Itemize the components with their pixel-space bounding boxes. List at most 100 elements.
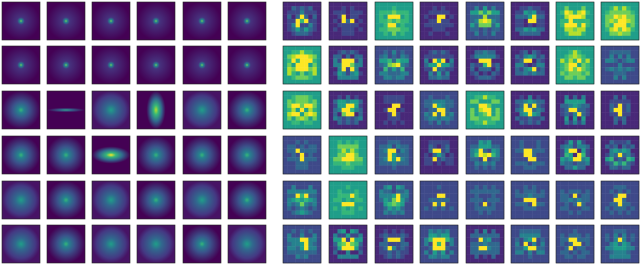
pixel <box>511 59 515 63</box>
pixel <box>379 259 383 263</box>
pixel <box>379 206 383 210</box>
pixel <box>420 206 424 210</box>
pixel <box>622 116 626 120</box>
pixel <box>424 198 428 202</box>
pixel <box>400 157 404 161</box>
pixel <box>483 54 487 58</box>
tile <box>283 136 321 174</box>
pixel <box>586 250 590 254</box>
pixel <box>622 149 626 153</box>
pixel <box>317 149 321 153</box>
pixel <box>556 215 560 219</box>
pixel <box>524 125 528 129</box>
pixel <box>409 238 413 242</box>
pixel <box>500 225 504 229</box>
pixel <box>536 32 540 36</box>
pixel <box>519 259 523 263</box>
pixel <box>541 36 545 40</box>
pixel <box>626 125 630 129</box>
pixel <box>308 46 312 50</box>
pixel <box>383 23 387 27</box>
pixel <box>375 181 379 185</box>
pixel <box>556 104 560 108</box>
pixel <box>445 112 449 116</box>
pixel <box>622 76 626 80</box>
pixel <box>375 67 379 71</box>
pixel <box>519 59 523 63</box>
pixel <box>483 242 487 246</box>
pixel <box>441 211 445 215</box>
pixel <box>560 136 564 140</box>
pixel <box>577 233 581 237</box>
pixel <box>487 32 491 36</box>
pixel <box>491 242 495 246</box>
pixel <box>433 46 437 50</box>
pixel <box>405 104 409 108</box>
pixel <box>383 63 387 67</box>
pixel <box>342 10 346 14</box>
pixel <box>511 229 515 233</box>
pixel <box>609 225 613 229</box>
pixel <box>337 36 341 40</box>
tile-blob <box>92 2 130 40</box>
pixel <box>536 157 540 161</box>
pixel <box>388 46 392 50</box>
pixel <box>577 161 581 165</box>
pixel <box>313 6 317 10</box>
pixel <box>375 50 379 54</box>
pixel <box>296 233 300 237</box>
pixel <box>296 211 300 215</box>
pixel <box>337 233 341 237</box>
pixel <box>304 32 308 36</box>
pixel <box>304 54 308 58</box>
pixel <box>631 54 635 58</box>
pixel <box>409 19 413 23</box>
pixel <box>283 161 287 165</box>
pixel <box>577 6 581 10</box>
tile <box>375 225 413 263</box>
pixel <box>359 23 363 27</box>
pixel <box>541 153 545 157</box>
pixel <box>496 185 500 189</box>
pixel <box>304 211 308 215</box>
pixel <box>359 225 363 229</box>
pixel <box>337 32 341 36</box>
pixel <box>573 255 577 259</box>
pixel <box>317 76 321 80</box>
pixel <box>532 6 536 10</box>
pixel <box>532 67 536 71</box>
tile <box>2 181 40 219</box>
pixel <box>577 108 581 112</box>
pixel <box>441 202 445 206</box>
pixel <box>491 194 495 198</box>
pixel <box>296 10 300 14</box>
pixel <box>296 59 300 63</box>
pixel <box>581 71 585 75</box>
pixel <box>317 71 321 75</box>
pixel <box>383 116 387 120</box>
pixel <box>283 211 287 215</box>
pixel <box>283 19 287 23</box>
pixel <box>329 229 333 233</box>
pixel <box>424 185 428 189</box>
pixel <box>428 2 432 6</box>
pixel <box>383 125 387 129</box>
pixel <box>631 10 635 14</box>
pixel <box>313 136 317 140</box>
pixel <box>536 238 540 242</box>
pixel <box>500 108 504 112</box>
pixel <box>626 10 630 14</box>
pixel <box>354 149 358 153</box>
pixel <box>511 246 515 250</box>
pixel <box>300 50 304 54</box>
pixel <box>519 157 523 161</box>
pixel <box>560 225 564 229</box>
pixel <box>346 10 350 14</box>
pixel <box>296 80 300 84</box>
pixel <box>342 99 346 103</box>
pixel <box>577 144 581 148</box>
pixel <box>383 136 387 140</box>
pixel <box>635 67 639 71</box>
pixel <box>300 2 304 6</box>
pixel <box>560 19 564 23</box>
